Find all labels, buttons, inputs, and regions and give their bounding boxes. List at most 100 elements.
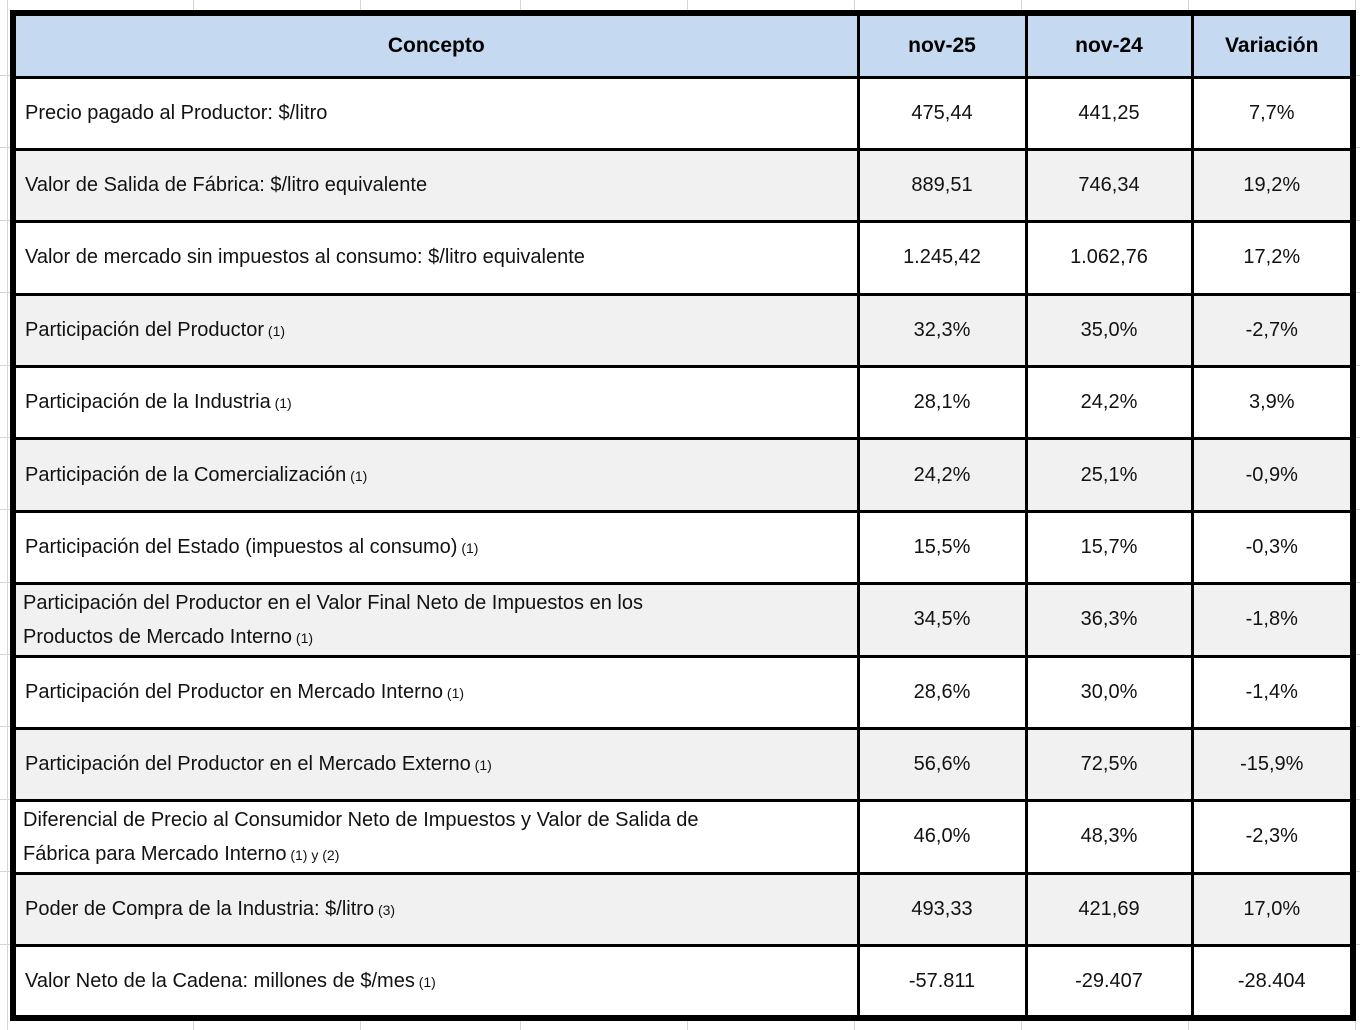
column-header-nov25[interactable]: nov-25 bbox=[856, 11, 1028, 79]
concepto-cell[interactable]: Valor Neto de la Cadena: millones de $/m… bbox=[11, 944, 860, 1020]
footnote-marker: (3) bbox=[374, 901, 396, 918]
nov25-cell[interactable]: 475,44 bbox=[856, 75, 1028, 151]
table-row: Poder de Compra de la Industria: $/litro… bbox=[11, 871, 1355, 948]
gridline bbox=[1356, 582, 1360, 583]
variacion-cell[interactable]: 3,9% bbox=[1190, 364, 1355, 441]
nov24-cell[interactable]: 35,0% bbox=[1024, 292, 1194, 369]
footnote-marker: (1) bbox=[270, 395, 292, 412]
nov25-cell[interactable]: 32,3% bbox=[856, 292, 1028, 369]
nov24-cell[interactable]: 30,0% bbox=[1024, 654, 1194, 730]
footnote-marker: (1) bbox=[264, 322, 286, 339]
variacion-cell[interactable]: -1,4% bbox=[1190, 654, 1355, 730]
variacion-cell[interactable]: 17,0% bbox=[1190, 871, 1355, 948]
gridline bbox=[1356, 292, 1360, 293]
gridline bbox=[1356, 799, 1360, 800]
concepto-cell[interactable]: Participación del Estado (impuestos al c… bbox=[11, 509, 860, 586]
gridline bbox=[193, 1021, 194, 1030]
concepto-cell[interactable]: Participación del Productor (1) bbox=[11, 292, 860, 369]
gridline bbox=[1355, 0, 1356, 10]
gridline bbox=[7, 0, 8, 1030]
gridline bbox=[0, 365, 10, 366]
concepto-cell[interactable]: Diferencial de Precio al Consumidor Neto… bbox=[11, 799, 860, 875]
gridline bbox=[0, 220, 10, 221]
nov24-cell[interactable]: 441,25 bbox=[1024, 75, 1194, 151]
table-row: Valor Neto de la Cadena: millones de $/m… bbox=[11, 944, 1355, 1020]
gridline bbox=[1356, 365, 1360, 366]
gridline bbox=[360, 0, 361, 10]
concepto-cell[interactable]: Participación de la Industria (1) bbox=[11, 364, 860, 441]
column-header-variacion[interactable]: Variación bbox=[1190, 11, 1355, 79]
nov25-cell[interactable]: 28,1% bbox=[856, 364, 1028, 441]
pricing-table: Concepto nov-25 nov-24 Variación Precio … bbox=[10, 10, 1356, 1021]
footnote-marker: (1) y (2) bbox=[286, 846, 340, 863]
nov24-cell[interactable]: 72,5% bbox=[1024, 726, 1194, 803]
gridline bbox=[1356, 437, 1360, 438]
table-row: Diferencial de Precio al Consumidor Neto… bbox=[11, 799, 1355, 875]
gridline bbox=[0, 292, 10, 293]
variacion-cell[interactable]: 17,2% bbox=[1190, 220, 1355, 296]
column-header-nov24[interactable]: nov-24 bbox=[1024, 11, 1194, 79]
variacion-cell[interactable]: 7,7% bbox=[1190, 75, 1355, 151]
concepto-cell[interactable]: Valor de mercado sin impuestos al consum… bbox=[11, 220, 860, 296]
column-header-concepto[interactable]: Concepto bbox=[11, 11, 860, 79]
gridline bbox=[854, 1021, 855, 1030]
gridline bbox=[0, 654, 10, 655]
gridline bbox=[0, 799, 10, 800]
variacion-cell[interactable]: -15,9% bbox=[1190, 726, 1355, 803]
variacion-cell[interactable]: -2,3% bbox=[1190, 799, 1355, 875]
concepto-cell[interactable]: Precio pagado al Productor: $/litro bbox=[11, 75, 860, 151]
header-row: Concepto nov-25 nov-24 Variación bbox=[11, 11, 1355, 79]
concepto-cell[interactable]: Participación del Productor en Mercado I… bbox=[11, 654, 860, 730]
nov25-cell[interactable]: 46,0% bbox=[856, 799, 1028, 875]
gridline bbox=[0, 944, 10, 945]
variacion-cell[interactable]: -0,9% bbox=[1190, 437, 1355, 513]
nov25-cell[interactable]: 15,5% bbox=[856, 509, 1028, 586]
variacion-cell[interactable]: 19,2% bbox=[1190, 147, 1355, 224]
variacion-cell[interactable]: -28.404 bbox=[1190, 944, 1355, 1020]
concepto-cell[interactable]: Valor de Salida de Fábrica: $/litro equi… bbox=[11, 147, 860, 224]
gridline bbox=[1021, 1021, 1022, 1030]
gridline bbox=[193, 0, 194, 10]
footnote-marker: (1) bbox=[292, 629, 314, 646]
gridline bbox=[0, 582, 10, 583]
gridline bbox=[687, 0, 688, 10]
table-row: Valor de mercado sin impuestos al consum… bbox=[11, 220, 1355, 296]
concepto-cell[interactable]: Participación del Productor en el Mercad… bbox=[11, 726, 860, 803]
nov25-cell[interactable]: -57.811 bbox=[856, 944, 1028, 1020]
nov25-cell[interactable]: 56,6% bbox=[856, 726, 1028, 803]
gridline bbox=[1188, 0, 1189, 10]
concepto-cell[interactable]: Participación del Productor en el Valor … bbox=[11, 582, 860, 658]
table-row: Valor de Salida de Fábrica: $/litro equi… bbox=[11, 147, 1355, 224]
nov24-cell[interactable]: 746,34 bbox=[1024, 147, 1194, 224]
gridline bbox=[1356, 147, 1360, 148]
gridline bbox=[1356, 726, 1360, 727]
nov24-cell[interactable]: 36,3% bbox=[1024, 582, 1194, 658]
table-row: Participación del Productor en Mercado I… bbox=[11, 654, 1355, 730]
nov25-cell[interactable]: 493,33 bbox=[856, 871, 1028, 948]
nov24-cell[interactable]: 48,3% bbox=[1024, 799, 1194, 875]
nov24-cell[interactable]: 421,69 bbox=[1024, 871, 1194, 948]
nov24-cell[interactable]: 15,7% bbox=[1024, 509, 1194, 586]
nov25-cell[interactable]: 889,51 bbox=[856, 147, 1028, 224]
nov25-cell[interactable]: 24,2% bbox=[856, 437, 1028, 513]
concepto-cell[interactable]: Participación de la Comercialización (1) bbox=[11, 437, 860, 513]
gridline bbox=[854, 0, 855, 10]
footnote-marker: (1) bbox=[346, 467, 368, 484]
variacion-cell[interactable]: -1,8% bbox=[1190, 582, 1355, 658]
gridline bbox=[1356, 654, 1360, 655]
variacion-cell[interactable]: -0,3% bbox=[1190, 509, 1355, 586]
nov24-cell[interactable]: 24,2% bbox=[1024, 364, 1194, 441]
concepto-cell[interactable]: Poder de Compra de la Industria: $/litro… bbox=[11, 871, 860, 948]
variacion-cell[interactable]: -2,7% bbox=[1190, 292, 1355, 369]
nov24-cell[interactable]: 1.062,76 bbox=[1024, 220, 1194, 296]
gridline bbox=[0, 871, 10, 872]
gridline bbox=[360, 1021, 361, 1030]
nov25-cell[interactable]: 34,5% bbox=[856, 582, 1028, 658]
nov24-cell[interactable]: 25,1% bbox=[1024, 437, 1194, 513]
nov25-cell[interactable]: 28,6% bbox=[856, 654, 1028, 730]
table-row: Participación del Productor en el Mercad… bbox=[11, 726, 1355, 803]
gridline bbox=[1021, 0, 1022, 10]
nov24-cell[interactable]: -29.407 bbox=[1024, 944, 1194, 1020]
nov25-cell[interactable]: 1.245,42 bbox=[856, 220, 1028, 296]
